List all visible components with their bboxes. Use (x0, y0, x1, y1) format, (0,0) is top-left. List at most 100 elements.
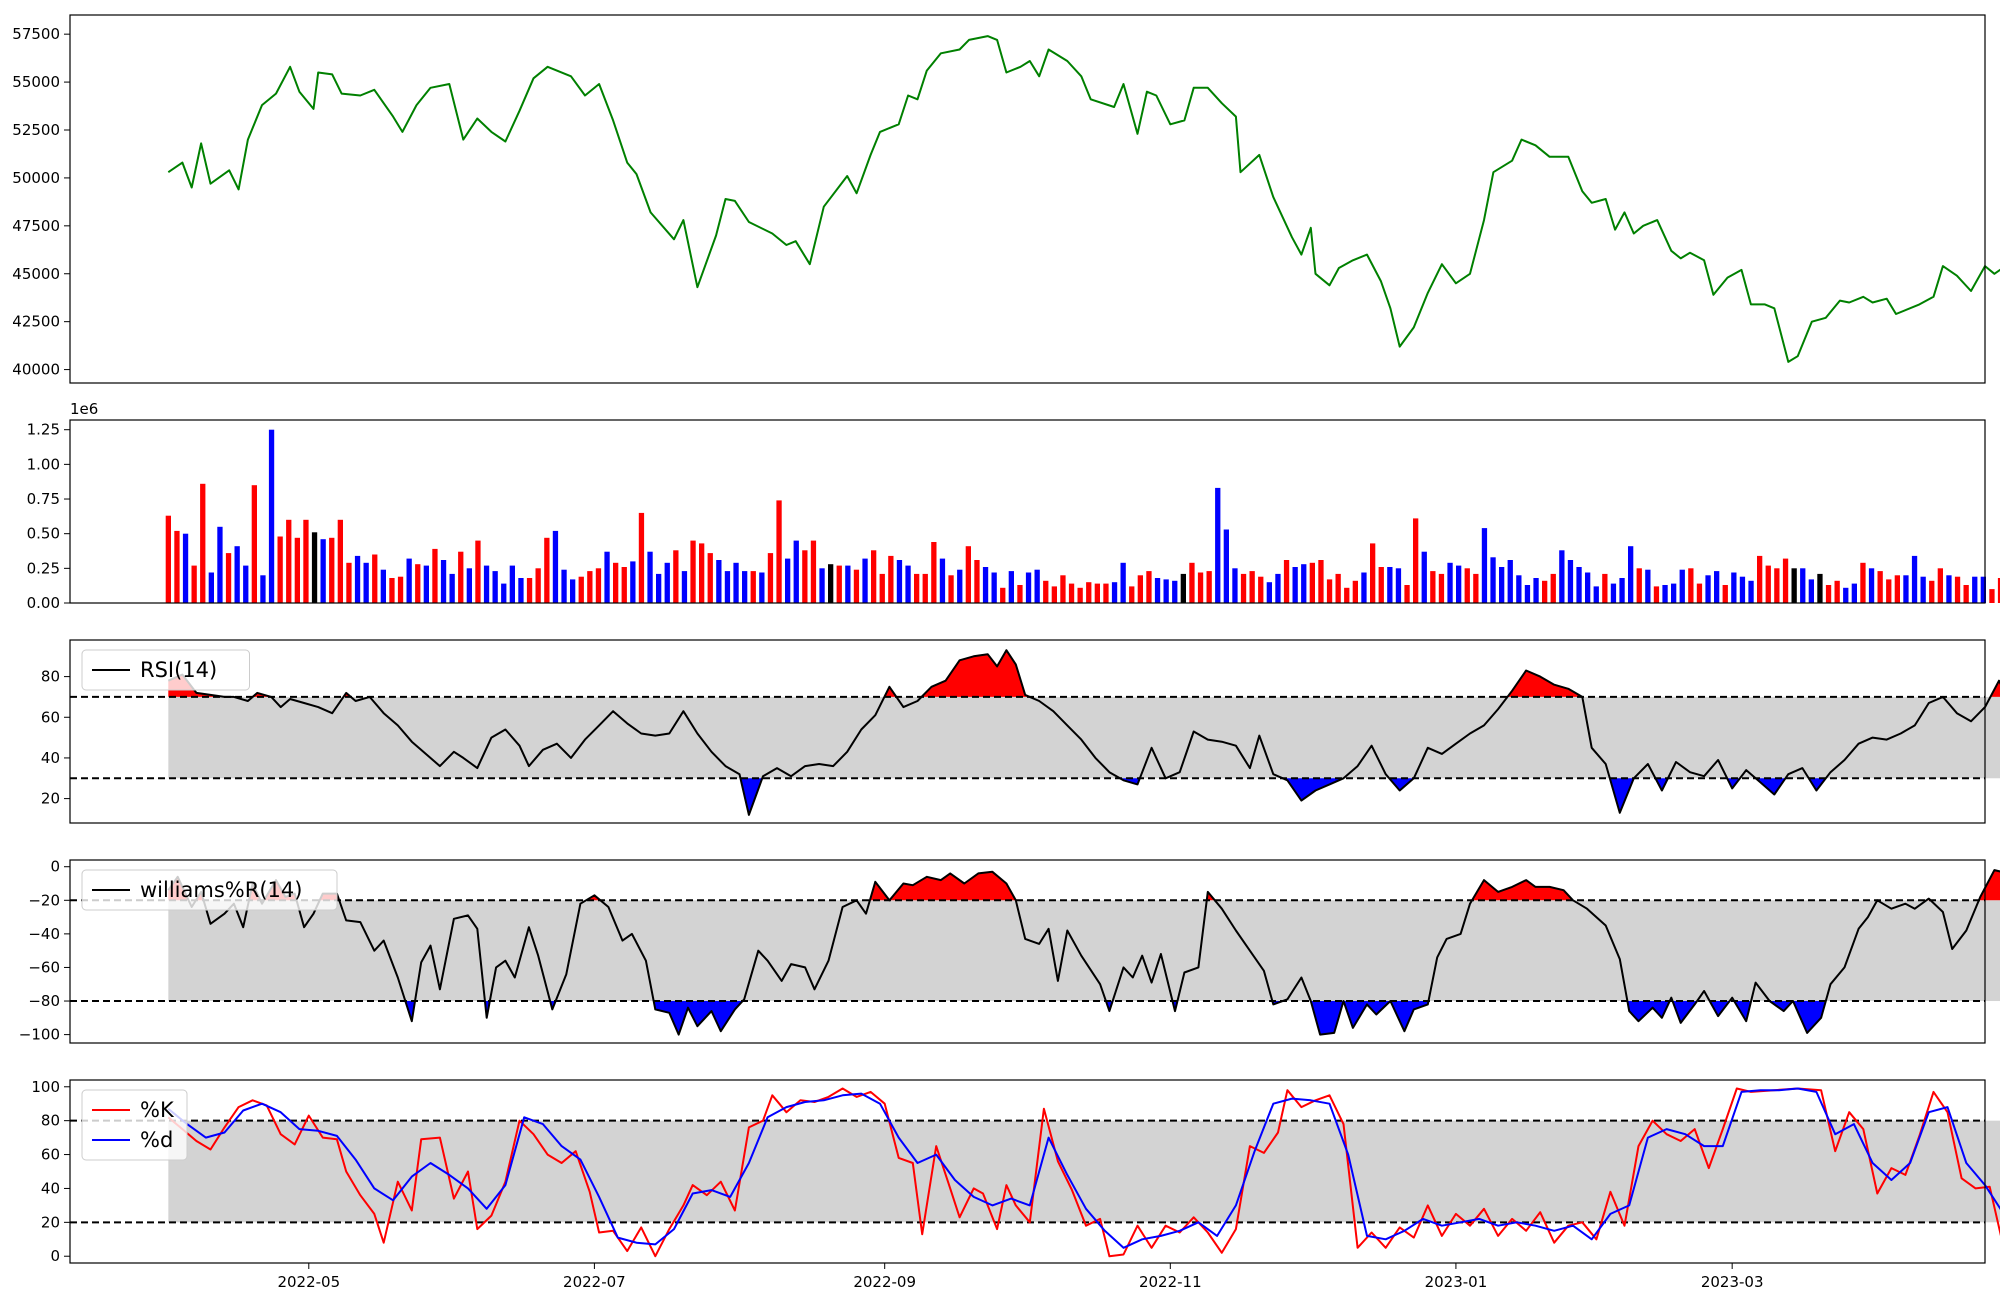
price-series-point (402, 131, 404, 133)
williams-panel-y-tick-label: 0 (50, 858, 60, 876)
price-series-point (1123, 83, 1125, 85)
volume-bar (1826, 585, 1831, 603)
williams-series-point (711, 1010, 713, 1012)
rsi-series-point (1249, 767, 1251, 769)
stochastic-k-series-point (1277, 1132, 1279, 1134)
williams-series-point (1184, 972, 1186, 974)
stochastic-k-series-point (547, 1154, 549, 1156)
price-series-point (1671, 250, 1673, 252)
williams-series-point (992, 871, 994, 873)
volume-bar (1602, 574, 1607, 603)
volume-bar (217, 527, 222, 603)
williams-series-point (1048, 928, 1050, 930)
volume-panel-y-tick-label: 0.25 (27, 559, 60, 577)
williams-series-point (1319, 1034, 1321, 1036)
rsi-series-point (640, 733, 642, 735)
rsi-series-point (1745, 769, 1747, 771)
williams-series-point (1436, 957, 1438, 959)
rsi-panel-y-tick-label: 80 (41, 668, 60, 686)
williams-series-point (1376, 1014, 1378, 1016)
volume-panel-y-tick-label: 0.00 (27, 594, 60, 612)
volume-bar (1680, 570, 1685, 603)
price-series-point (1291, 237, 1293, 239)
williams-series-point (1525, 879, 1527, 881)
price-panel-y-tick-label: 45000 (12, 265, 60, 283)
stochastic-k-series-point (800, 1100, 802, 1102)
williams-series-point (1867, 916, 1869, 918)
rsi-series-point (210, 694, 212, 696)
price-series-point (313, 108, 315, 110)
price-series-point (907, 95, 909, 97)
rsi-series-point (1259, 735, 1261, 737)
volume-bar (1843, 588, 1848, 603)
volume-bar (1361, 573, 1366, 604)
williams-series-point (580, 903, 582, 905)
stochastic-k-series-point (1877, 1193, 1879, 1195)
williams-series-point (1160, 953, 1162, 955)
volume-bar (475, 541, 480, 603)
stochastic-d-series-point (954, 1179, 956, 1181)
stochastic-d-series-point (1909, 1162, 1911, 1164)
rsi-series-point (861, 729, 863, 731)
williams-series-point (1081, 955, 1083, 957)
price-series-point (1156, 95, 1158, 97)
price-series-point (1741, 269, 1743, 271)
volume-bar (209, 573, 214, 604)
price-series-point (1067, 60, 1069, 62)
stochastic-d-series-point (336, 1135, 338, 1137)
volume-bar (286, 520, 291, 603)
williams-series-point (669, 1012, 671, 1014)
price-series-point (1764, 304, 1766, 306)
stochastic-d-series-point (1010, 1198, 1012, 1200)
rsi-series-point (271, 696, 273, 698)
volume-bar (1542, 581, 1547, 603)
price-series-point (626, 162, 628, 164)
williams-series-point (1151, 982, 1153, 984)
williams-series-point (477, 928, 479, 930)
volume-bar (1860, 563, 1865, 603)
volume-bar (1353, 581, 1358, 603)
volume-bar (622, 567, 627, 603)
volume-bar (1258, 577, 1263, 603)
stochastic-d-series-point (692, 1193, 694, 1195)
price-series-point (697, 286, 699, 288)
williams-series-point (1905, 903, 1907, 905)
williams-series-point (1235, 930, 1237, 932)
rsi-series-point (1343, 778, 1345, 780)
stochastic-d-series-point (1722, 1145, 1724, 1147)
volume-bar (1637, 568, 1642, 603)
volume-bar (183, 534, 188, 603)
stochastic-d-series-point (1647, 1137, 1649, 1139)
price-series-point (1680, 258, 1682, 260)
stochastic-d-series-point (1497, 1225, 1499, 1227)
stochastic-k-series-point (1207, 1232, 1209, 1234)
volume-panel-y-tick-label: 0.75 (27, 490, 60, 508)
williams-series-point (687, 1007, 689, 1009)
stochastic-k-series-point (420, 1139, 422, 1141)
stochastic-k-series-point (1736, 1088, 1738, 1090)
price-series-point (940, 53, 942, 55)
stochastic-d-series-point (992, 1205, 994, 1207)
volume-bar (596, 568, 601, 603)
price-series-point (1170, 124, 1172, 126)
stochastic-k-series-point (1497, 1235, 1499, 1237)
price-series-point (547, 66, 549, 68)
volume-bar (1284, 560, 1289, 603)
volume-bar (338, 520, 343, 603)
rsi-series-point (669, 733, 671, 735)
stochastic-k-series-point (1848, 1111, 1850, 1113)
stochastic-d-series-point (617, 1237, 619, 1239)
williams-series-point (1006, 883, 1008, 885)
stochastic-k-series-point (912, 1162, 914, 1164)
williams-series-point (678, 1034, 680, 1036)
rsi-series-point (790, 775, 792, 777)
volume-bar (329, 538, 334, 603)
volume-bar (1456, 566, 1461, 603)
price-series-point (968, 39, 970, 41)
rsi-series-point (1539, 676, 1541, 678)
williams-series-point (1755, 982, 1757, 984)
rsi-series-point (1455, 743, 1457, 745)
price-series-point (449, 83, 451, 85)
stochastic-d-series-point (299, 1128, 301, 1130)
